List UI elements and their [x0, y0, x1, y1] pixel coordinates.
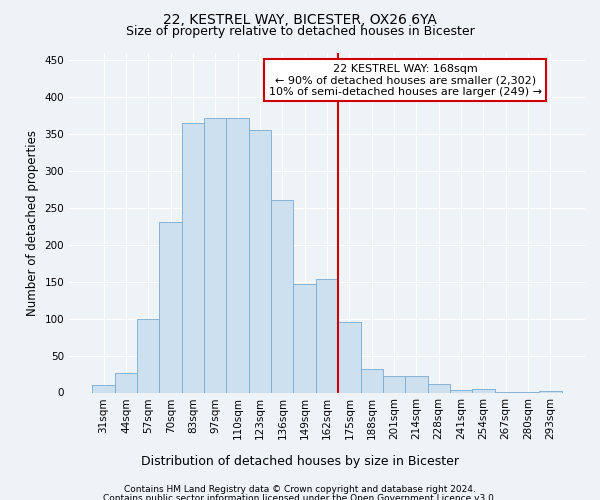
Text: Contains HM Land Registry data © Crown copyright and database right 2024.: Contains HM Land Registry data © Crown c… — [124, 485, 476, 494]
Bar — [472, 389, 494, 392]
Y-axis label: Number of detached properties: Number of detached properties — [26, 130, 39, 316]
Bar — [271, 200, 293, 392]
Text: Contains public sector information licensed under the Open Government Licence v3: Contains public sector information licen… — [103, 494, 497, 500]
Bar — [383, 376, 405, 392]
Bar — [293, 284, 316, 393]
Bar — [160, 222, 182, 392]
Text: 22 KESTREL WAY: 168sqm
← 90% of detached houses are smaller (2,302)
10% of semi-: 22 KESTREL WAY: 168sqm ← 90% of detached… — [269, 64, 542, 97]
Bar — [316, 280, 338, 392]
Bar — [539, 391, 562, 392]
Bar — [182, 122, 204, 392]
Bar — [450, 390, 472, 392]
Bar — [92, 385, 115, 392]
Text: 22, KESTREL WAY, BICESTER, OX26 6YA: 22, KESTREL WAY, BICESTER, OX26 6YA — [163, 12, 437, 26]
Bar — [115, 372, 137, 392]
Text: Distribution of detached houses by size in Bicester: Distribution of detached houses by size … — [141, 455, 459, 468]
Bar — [428, 384, 450, 392]
Bar — [405, 376, 428, 392]
Bar — [249, 130, 271, 392]
Bar — [204, 118, 226, 392]
Text: Size of property relative to detached houses in Bicester: Size of property relative to detached ho… — [125, 25, 475, 38]
Bar — [226, 118, 249, 392]
Bar — [338, 322, 361, 392]
Bar — [137, 318, 160, 392]
Bar — [361, 369, 383, 392]
